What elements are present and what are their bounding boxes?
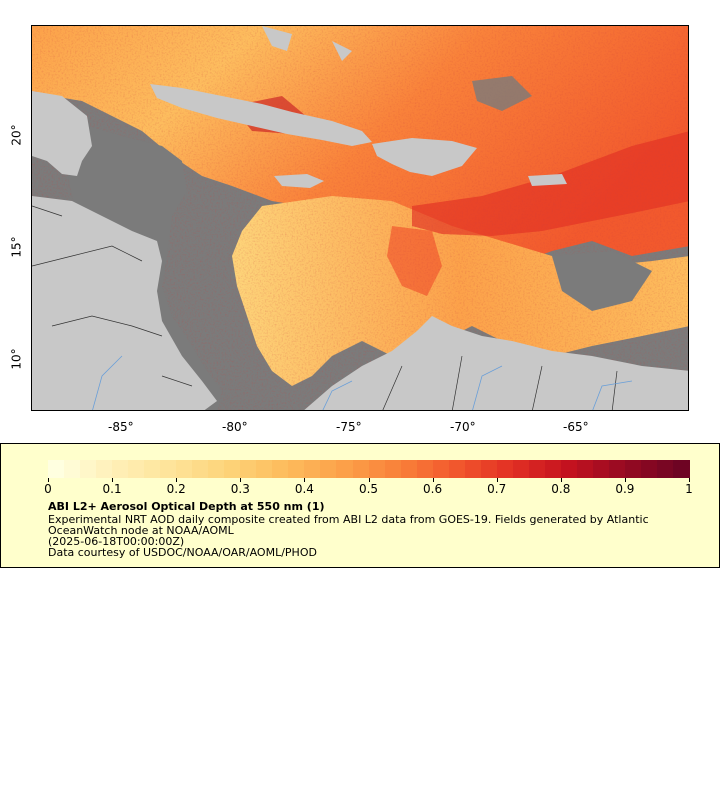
colorbar-segment xyxy=(512,460,530,478)
colorbar-segment xyxy=(144,460,161,478)
map-canvas xyxy=(32,26,688,410)
colorbar-tick-label: 0.5 xyxy=(358,482,379,496)
colorbar-segment xyxy=(528,460,546,478)
colorbar-tick-mark xyxy=(368,478,370,482)
colorbar-segment xyxy=(96,460,113,478)
colorbar-segment xyxy=(384,460,401,478)
colorbar-segment xyxy=(240,460,257,478)
legend-title: ABI L2+ Aerosol Optical Depth at 550 nm … xyxy=(48,500,325,513)
colorbar-tick-mark xyxy=(304,478,306,482)
legend-credit: Data courtesy of USDOC/NOAA/OAR/AOML/PHO… xyxy=(48,546,317,559)
colorbar-segment xyxy=(224,460,241,478)
colorbar-tick-label: 0.8 xyxy=(551,482,571,496)
colorbar-segment xyxy=(128,460,145,478)
lat-label-10: 10° xyxy=(9,348,24,370)
colorbar xyxy=(48,460,690,478)
no-data-patch xyxy=(552,251,652,311)
colorbar-segment xyxy=(608,460,626,478)
colorbar-segment xyxy=(352,460,369,478)
colorbar-segment xyxy=(160,460,177,478)
colorbar-tick-label: 0 xyxy=(44,482,52,496)
hispaniola xyxy=(372,138,477,176)
no-data-patch-2 xyxy=(472,76,532,111)
colorbar-segment xyxy=(368,460,385,478)
colorbar-segment xyxy=(496,460,514,478)
colorbar-tick-label: 0.1 xyxy=(102,482,122,496)
colorbar-segment xyxy=(592,460,610,478)
lon-label-70: -70° xyxy=(450,420,476,434)
colorbar-tick-label: 0.3 xyxy=(230,482,250,496)
colorbar-tick-mark xyxy=(689,478,690,482)
colorbar-segment xyxy=(192,460,209,478)
colorbar-tick-mark xyxy=(240,478,242,482)
colorbar-tick-mark xyxy=(176,478,178,482)
puerto-rico xyxy=(528,174,567,186)
colorbar-segment xyxy=(624,460,642,478)
colorbar-tick-mark xyxy=(624,478,626,482)
legend-time: (2025-06-18T00:00:00Z) xyxy=(48,535,185,548)
lon-label-80: -80° xyxy=(222,420,248,434)
colorbar-segment xyxy=(673,460,690,478)
country-borders xyxy=(32,205,618,410)
central-america xyxy=(32,196,217,410)
colorbar-tick-label: 1 xyxy=(685,482,693,496)
colorbar-segment xyxy=(544,460,562,478)
legend-panel: 0 0.1 0.2 0.3 0.4 0.5 0.6 0.7 0.8 0.9 1 ABI L2+ Ae… xyxy=(0,443,720,568)
rivers xyxy=(92,355,633,410)
colorbar-segment xyxy=(256,460,273,478)
lon-label-75: -75° xyxy=(336,420,362,434)
colorbar-tick-mark xyxy=(496,478,498,482)
jamaica xyxy=(274,174,324,188)
colorbar-tick-mark xyxy=(432,478,434,482)
colorbar-segment xyxy=(48,460,65,478)
colorbar-segment xyxy=(560,460,578,478)
colorbar-segment xyxy=(336,460,353,478)
colorbar-segment xyxy=(112,460,129,478)
colorbar-segment xyxy=(416,460,434,478)
colorbar-segment xyxy=(304,460,321,478)
colorbar-tick-label: 0.9 xyxy=(615,482,635,496)
colorbar-segment xyxy=(480,460,498,478)
bahamas xyxy=(262,26,352,61)
colorbar-tick-mark xyxy=(560,478,562,482)
colorbar-segment xyxy=(464,460,482,478)
colorbar-segment xyxy=(400,460,418,478)
colorbar-segment xyxy=(657,460,674,478)
legend-description: Experimental NRT AOD daily composite cre… xyxy=(48,513,649,537)
south-america xyxy=(304,316,688,410)
colorbar-segment xyxy=(448,460,466,478)
colorbar-tick-mark xyxy=(48,478,49,482)
colorbar-segment xyxy=(576,460,594,478)
aod-map xyxy=(31,25,689,411)
yucatan xyxy=(32,91,92,176)
colorbar-tick-label: 0.7 xyxy=(487,482,507,496)
lon-label-65: -65° xyxy=(563,420,589,434)
colorbar-tick-label: 0.2 xyxy=(166,482,186,496)
colorbar-segment xyxy=(320,460,337,478)
lat-label-20: 20° xyxy=(9,124,24,146)
colorbar-segment xyxy=(288,460,305,478)
lon-label-85: -85° xyxy=(108,420,134,434)
colorbar-segment xyxy=(64,460,81,478)
colorbar-tick-mark xyxy=(112,478,114,482)
colorbar-segment xyxy=(208,460,225,478)
colorbar-segment xyxy=(80,460,97,478)
colorbar-segment xyxy=(640,460,658,478)
colorbar-tick-label: 0.4 xyxy=(294,482,314,496)
colorbar-tick-label: 0.6 xyxy=(423,482,443,496)
lat-label-15: 15° xyxy=(9,236,24,258)
colorbar-segment xyxy=(272,460,289,478)
colorbar-segment xyxy=(432,460,450,478)
colorbar-segment xyxy=(176,460,193,478)
cuba xyxy=(150,84,372,146)
